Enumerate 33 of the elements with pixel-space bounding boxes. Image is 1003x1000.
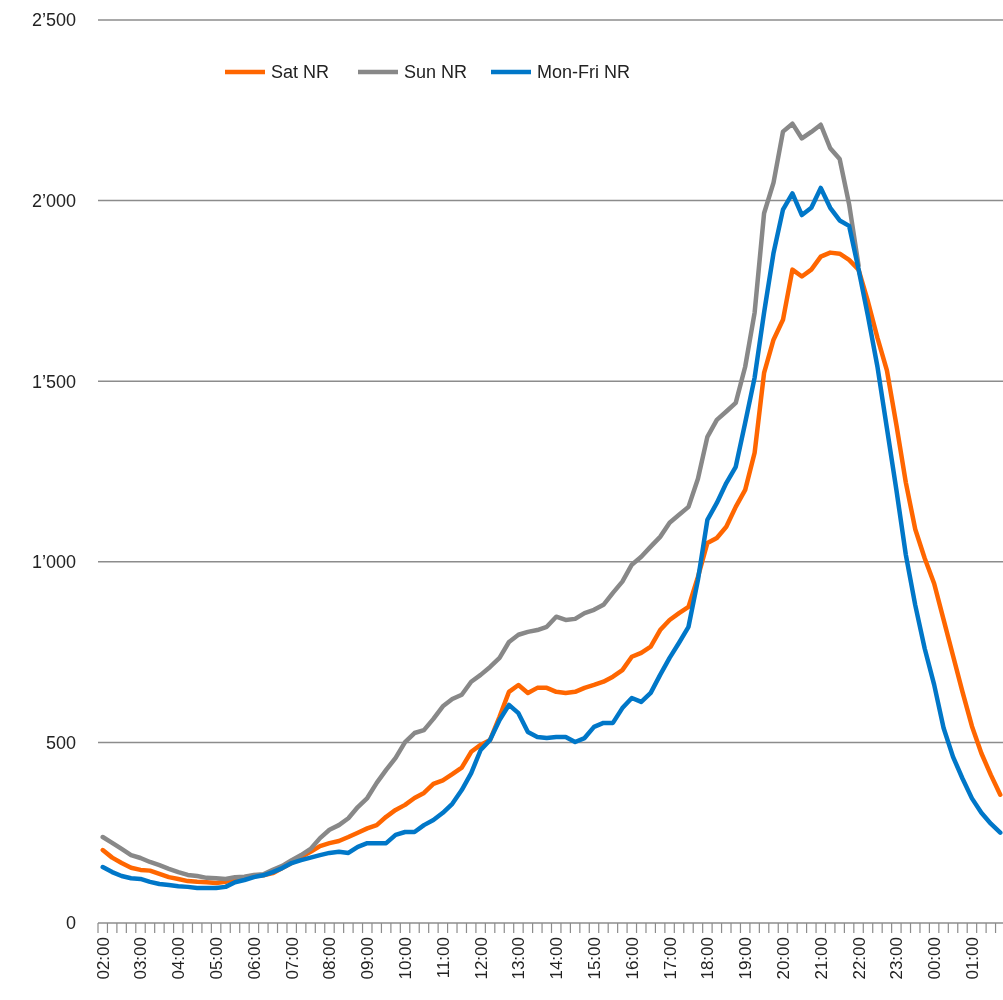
x-tick-label: 19:00 bbox=[736, 937, 756, 980]
x-tick-label: 14:00 bbox=[547, 937, 567, 980]
x-tick-label: 01:00 bbox=[962, 937, 982, 980]
x-tick-label: 06:00 bbox=[244, 937, 264, 980]
y-tick-label: 500 bbox=[45, 732, 76, 753]
x-tick-label: 20:00 bbox=[773, 937, 793, 980]
x-tick-label: 13:00 bbox=[509, 937, 529, 980]
x-tick-label: 02:00 bbox=[93, 937, 113, 980]
x-tick-label: 17:00 bbox=[660, 937, 680, 980]
x-tick-label: 05:00 bbox=[207, 937, 227, 980]
x-tick-label: 09:00 bbox=[358, 937, 378, 980]
x-tick-label: 04:00 bbox=[169, 937, 189, 980]
x-tick-label: 08:00 bbox=[320, 937, 340, 980]
x-tick-label: 10:00 bbox=[396, 937, 416, 980]
x-tick-label: 23:00 bbox=[887, 937, 907, 980]
x-tick-label: 11:00 bbox=[433, 937, 453, 979]
y-tick-label: 2’000 bbox=[31, 190, 76, 211]
legend-label: Sat NR bbox=[271, 62, 330, 83]
legend-label: Mon-Fri NR bbox=[537, 62, 630, 83]
y-tick-label: 1’000 bbox=[31, 552, 76, 573]
x-tick-label: 12:00 bbox=[471, 937, 491, 980]
legend-label: Sun NR bbox=[404, 62, 468, 83]
x-tick-label: 21:00 bbox=[811, 937, 831, 980]
x-tick-label: 15:00 bbox=[584, 937, 604, 980]
y-tick-label: 2’500 bbox=[31, 10, 76, 31]
x-tick-label: 00:00 bbox=[925, 937, 945, 980]
x-tick-label: 16:00 bbox=[622, 937, 642, 980]
x-tick-label: 07:00 bbox=[282, 937, 302, 980]
x-tick-label: 03:00 bbox=[131, 937, 151, 980]
y-tick-label: 0 bbox=[65, 913, 76, 934]
x-tick-label: 18:00 bbox=[698, 937, 718, 980]
x-tick-label: 22:00 bbox=[849, 937, 869, 980]
y-tick-label: 1’500 bbox=[31, 371, 76, 392]
